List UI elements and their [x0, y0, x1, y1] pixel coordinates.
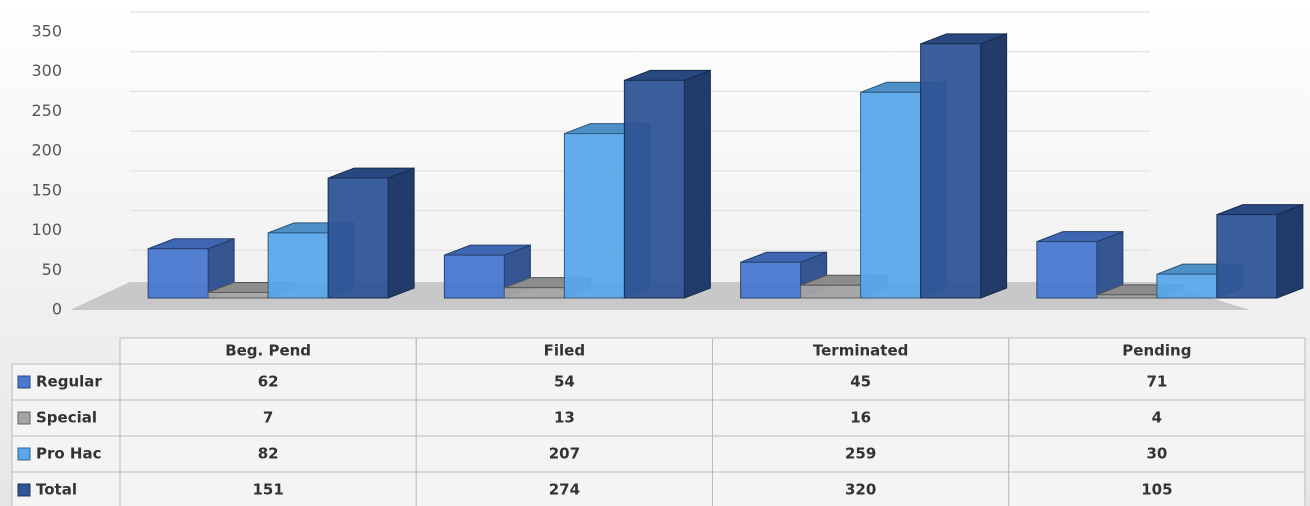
bar [800, 284, 862, 299]
table-cell [712, 435, 1010, 473]
table-value: 151 [252, 481, 283, 499]
bar [1216, 214, 1278, 299]
table-cell [1008, 363, 1306, 401]
table-cell [1008, 399, 1306, 437]
legend-swatch [17, 483, 31, 497]
legend-swatch [17, 375, 31, 389]
y-tick-label: 200 [31, 141, 62, 160]
table-value: 54 [554, 373, 575, 391]
table-value: 82 [258, 445, 279, 463]
legend-label: Special [36, 409, 97, 427]
table-value: 30 [1146, 445, 1167, 463]
legend-swatch [17, 411, 31, 425]
bar [443, 254, 505, 299]
table-cell [712, 363, 1010, 401]
bar [563, 133, 625, 299]
table-value: 62 [258, 373, 279, 391]
table-cell [415, 471, 713, 506]
table-header: Pending [1122, 342, 1191, 360]
legend-label: Pro Hac [36, 445, 102, 463]
table-header: Beg. Pend [225, 342, 311, 360]
table-cell [415, 399, 713, 437]
table-cell [712, 471, 1010, 506]
bar [920, 43, 982, 299]
table-cell [1008, 471, 1306, 506]
legend-label: Regular [36, 373, 102, 391]
y-tick-label: 0 [52, 300, 62, 319]
y-tick-label: 100 [31, 220, 62, 239]
bar-side [980, 33, 1008, 299]
y-tick-label: 300 [31, 61, 62, 80]
bar [1036, 241, 1098, 299]
table-value: 274 [549, 481, 580, 499]
table-header: Terminated [813, 342, 908, 360]
y-tick-label: 150 [31, 180, 62, 199]
y-tick-label: 250 [31, 101, 62, 120]
bar [147, 248, 209, 299]
bar-side [387, 167, 415, 299]
table-value: 320 [845, 481, 876, 499]
table-value: 71 [1146, 373, 1167, 391]
bar [1156, 273, 1218, 299]
legend-swatch [17, 447, 31, 461]
table-value: 105 [1141, 481, 1172, 499]
legend-label: Total [36, 481, 77, 499]
bar [740, 261, 802, 299]
bar-side [1276, 203, 1304, 299]
table-value: 13 [554, 409, 575, 427]
table-value: 45 [850, 373, 871, 391]
bar-side [683, 69, 711, 299]
bar [623, 79, 685, 299]
y-tick-label: 50 [42, 260, 62, 279]
table-header: Filed [544, 342, 585, 360]
table-value: 207 [549, 445, 580, 463]
bar [860, 91, 922, 299]
table-cell [415, 363, 713, 401]
bar [207, 291, 269, 299]
bar [503, 287, 565, 299]
table-value: 4 [1152, 409, 1162, 427]
y-tick-label: 350 [31, 22, 62, 41]
bar [327, 177, 389, 299]
table-value: 16 [850, 409, 871, 427]
bar [267, 232, 329, 299]
table-cell [119, 363, 417, 401]
table-cell [415, 435, 713, 473]
table-cell [119, 471, 417, 506]
bar [1096, 294, 1158, 299]
table-value: 259 [845, 445, 876, 463]
table-value: 7 [263, 409, 273, 427]
